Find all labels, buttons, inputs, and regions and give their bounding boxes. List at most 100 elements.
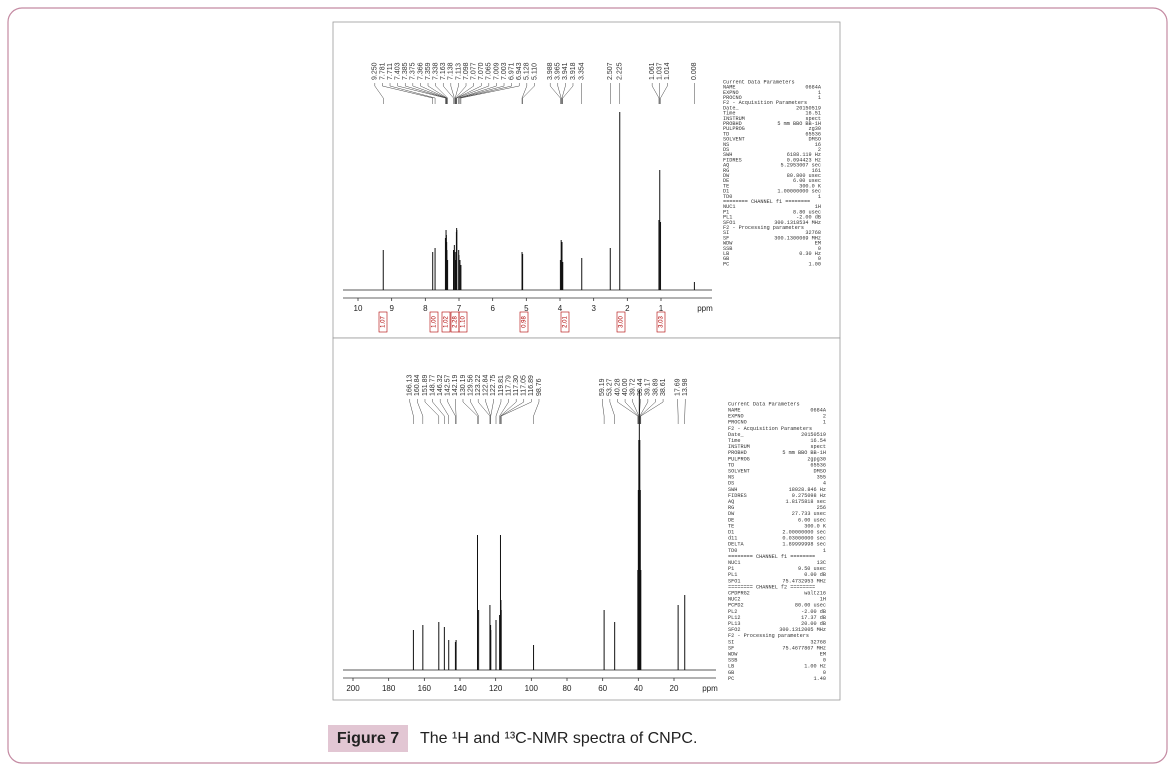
parameter-key: WDW [723, 241, 733, 247]
peak-label: 40.28 [614, 378, 621, 396]
integral-box [429, 311, 439, 333]
caption-text: The ¹H and ¹³C-NMR spectra of CNPC. [420, 730, 697, 747]
parameter-key: PROBHD [723, 121, 742, 127]
parameter-key: NUC2 [728, 597, 740, 603]
peak-label: 38.61 [660, 378, 667, 396]
peak-connector [439, 399, 449, 424]
integral-label: 2.28 [453, 316, 459, 328]
peak-connector [609, 399, 615, 424]
parameter-value: 5 mm BBO BB-1H [777, 121, 821, 127]
parameter-value: 1.00 [809, 261, 821, 267]
integral-label: 0.98 [522, 316, 528, 328]
parameter-value: 80.00 usec [795, 603, 826, 609]
peak-connector [561, 83, 566, 104]
tick-label: 8 [423, 304, 428, 313]
peak-connector [412, 83, 447, 104]
integral-box [616, 311, 626, 333]
tick-label: 7 [457, 304, 462, 313]
peak-label: 5.110 [531, 63, 538, 80]
peak-connector [382, 83, 433, 104]
parameter-value: 1 [818, 194, 821, 200]
peak-connector [432, 399, 445, 424]
parameter-key: d11 [728, 536, 737, 542]
peak-connector [640, 399, 656, 424]
peak-label: 38.89 [652, 378, 659, 396]
parameter-key: AQ [723, 163, 729, 169]
peak-label: 9.250 [372, 62, 379, 80]
parameter-header: F2 - Acquisition Parameters [728, 426, 812, 432]
peak-connector [470, 399, 479, 424]
parameter-key: PL2 [728, 609, 737, 615]
parameter-header: Current Data Parameters [728, 401, 800, 407]
peak-connector [624, 399, 639, 424]
peak-label: 53.27 [607, 378, 614, 396]
parameter-header: ======== CHANNEL f1 ======== [723, 199, 810, 205]
parameter-key: LB [728, 664, 734, 670]
caption-label: Figure 7 [337, 730, 399, 747]
parameter-key: D1 [723, 189, 729, 195]
axis-unit: ppm [702, 684, 718, 693]
parameter-key: NAME [728, 407, 740, 413]
parameter-key: TE [723, 183, 729, 189]
parameter-key: D1 [728, 529, 734, 535]
peak-connector [427, 83, 448, 104]
parameter-value: 2 [818, 147, 821, 153]
peak-connector [660, 83, 668, 104]
parameter-value: 65536 [810, 462, 826, 468]
parameter-key: SWH [728, 487, 737, 493]
parameter-key: PCPD2 [728, 603, 744, 609]
peak-connector [409, 399, 414, 424]
peak-connector [442, 83, 454, 104]
parameter-value: waltz16 [804, 590, 826, 596]
tick-label: 6 [490, 304, 495, 313]
peak-label: 7.003 [501, 62, 508, 80]
peak-label: 1.014 [664, 62, 671, 80]
parameter-value: 2 [823, 414, 826, 420]
peak-label: 0.008 [691, 62, 698, 80]
parameter-value: 5.2953007 sec [781, 163, 821, 169]
parameter-key: PL12 [728, 615, 740, 621]
peak-connector [500, 399, 525, 424]
parameter-key: P1 [723, 209, 729, 215]
parameter-key: TE [728, 523, 734, 529]
parameter-key: LB [723, 251, 729, 257]
parameter-value: 1 [823, 548, 826, 554]
parameter-value: 20150519 [801, 432, 826, 438]
parameter-value: 0.275098 Hz [792, 493, 826, 499]
peak-label: 3.354 [579, 62, 586, 80]
parameter-key: DE [723, 178, 729, 184]
peak-connector [456, 83, 490, 104]
parameter-value: -2.00 dB [796, 215, 821, 221]
parameter-value: 0.30 Hz [799, 251, 821, 257]
parameter-value: 256 [817, 505, 826, 511]
peak-label: 39.17 [645, 378, 652, 396]
peak-connector [500, 399, 517, 424]
tick-label: 1 [659, 304, 664, 313]
parameter-value: EM [815, 241, 821, 247]
tick-label: 140 [453, 684, 467, 693]
integral-label: 1.00 [432, 316, 438, 328]
peak-label: 3.941 [562, 62, 569, 80]
parameter-value: EM [820, 651, 826, 657]
parameter-value: 16.54 [810, 438, 826, 444]
peak-label: 7.113 [455, 63, 462, 80]
tick-label: 20 [670, 684, 679, 693]
peak-label: 3.965 [555, 62, 562, 80]
peak-connector [499, 399, 509, 424]
peak-label: 2.507 [607, 62, 614, 80]
parameter-value: 9.50 usec [798, 566, 826, 572]
parameter-key: TD0 [728, 548, 737, 554]
parameter-key: PROBHD [728, 450, 747, 456]
parameter-value: 0 [818, 256, 821, 262]
parameter-value: 1.8175818 sec [786, 499, 826, 505]
peak-label: 13.98 [682, 378, 689, 396]
parameter-value: spect [810, 444, 826, 450]
parameter-key: Time [728, 438, 740, 444]
parameter-value: 8.80 usec [793, 209, 821, 215]
peak-label: 7.385 [402, 62, 409, 80]
parameter-value: 6188.119 Hz [787, 152, 821, 158]
parameter-value: 2.00000000 sec [782, 529, 826, 535]
peak-label: 7.375 [410, 62, 417, 80]
parameter-value: 0 [823, 658, 826, 664]
